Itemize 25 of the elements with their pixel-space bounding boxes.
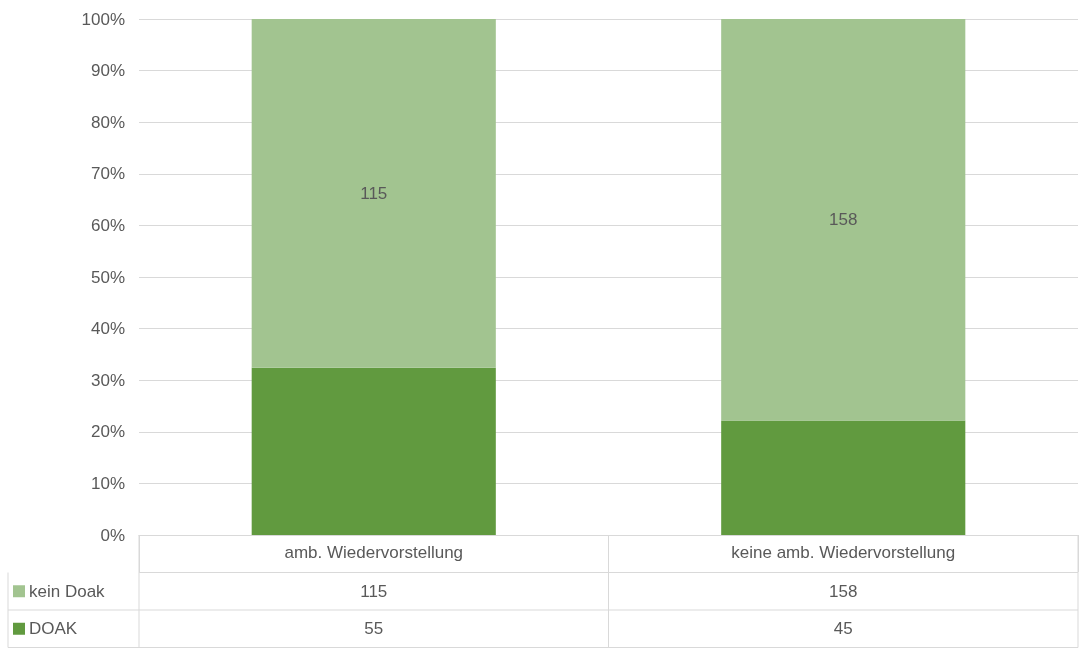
bar	[251, 19, 496, 368]
y-tick-label: 50%	[90, 267, 125, 287]
y-tick-label: 90%	[90, 61, 125, 81]
text: 158	[829, 581, 858, 601]
y-tick-label: 70%	[90, 164, 125, 184]
text: 45	[833, 619, 853, 639]
y-tick-label: 40%	[90, 319, 125, 339]
y-tick-label: 30%	[90, 370, 125, 390]
y-tick-label: 10%	[90, 473, 125, 493]
y-tick-label: 60%	[90, 215, 125, 235]
legend-label: kein Doak	[29, 581, 106, 601]
x-tick-label: keine amb. Wiedervorstellung	[731, 543, 956, 562]
y-tick-label: 20%	[90, 422, 125, 442]
y-tick-label: 0%	[100, 525, 125, 545]
bar	[251, 367, 496, 535]
text: 115	[360, 581, 388, 601]
bar	[721, 19, 966, 421]
annotation: 158	[829, 210, 858, 230]
text: 55	[364, 619, 384, 639]
bar	[721, 420, 966, 535]
y-tick-label: 100%	[81, 9, 125, 29]
x-tick-label: amb. Wiedervorstellung	[284, 543, 464, 562]
y-tick-label: 80%	[90, 112, 125, 132]
legend-label: DOAK	[29, 619, 78, 639]
annotation: 115	[360, 183, 388, 203]
